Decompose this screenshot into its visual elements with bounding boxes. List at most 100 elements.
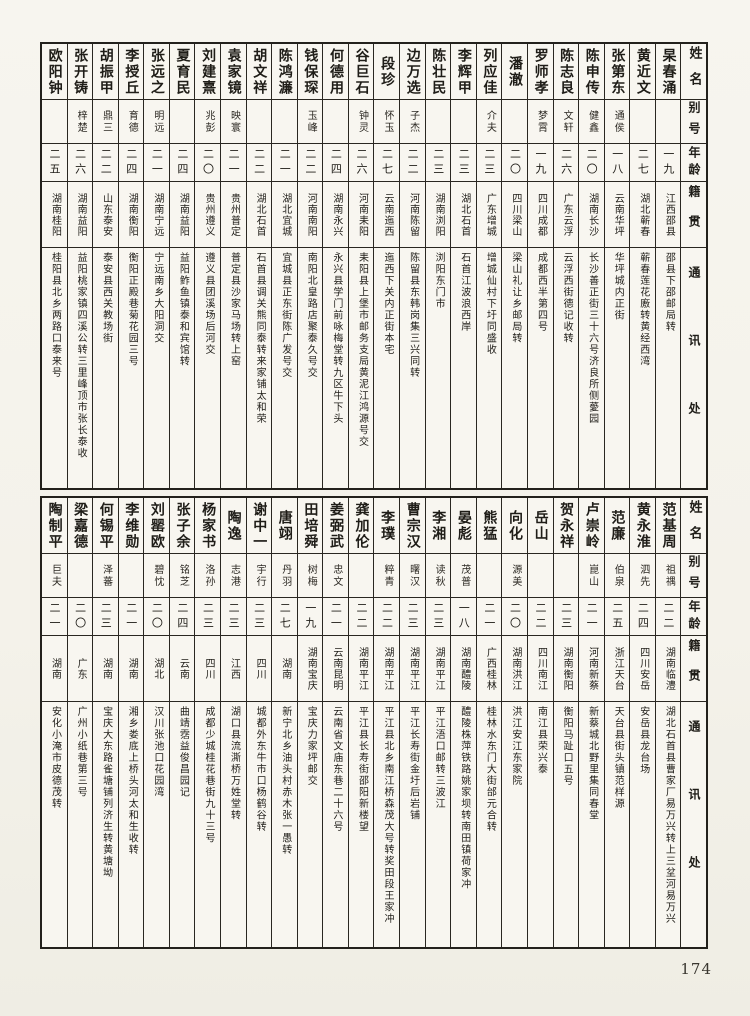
header-native-place-cell: 籍贯 (681, 182, 706, 248)
native-place-cell-text: 湖南衡阳 (126, 192, 138, 237)
alias-cell (502, 100, 527, 144)
alias-cell: 崑山 (579, 554, 604, 598)
entry-column: 胡文祥 二二 湖北石首 石首县调关熊同泰转来家铺太和荣 (245, 44, 272, 488)
alias-cell: 碧忱 (144, 554, 169, 598)
native-place-cell-text: 四川成都 (535, 192, 547, 237)
native-place-cell-text: 湖北蕲春 (637, 192, 649, 237)
age-cell-text: 二五 (48, 147, 62, 178)
address-cell: 迤西下关内正街本宅 (374, 248, 399, 488)
address-cell: 宝庆大东路雀塘铺列济生转黄塘坳 (93, 702, 118, 947)
address-cell: 益阳鲊鱼镇泰和宾馆转 (170, 248, 195, 488)
entry-column: 张远之 明远 二一 湖南宁远 宁远南乡大阳洞交 (143, 44, 169, 488)
alias-cell-text: 源美 (509, 563, 521, 588)
native-place-cell-text: 广西桂林 (484, 646, 496, 691)
native-place-cell-text: 湖南益阳 (177, 192, 189, 237)
alias-cell: 兆彭 (195, 100, 221, 144)
alias-cell (630, 100, 655, 144)
alias-cell: 伯泉 (604, 554, 630, 598)
alias-cell: 通侯 (604, 100, 630, 144)
age-cell-text: 一八 (457, 601, 471, 632)
address-cell-text: 长沙善正街三十六号济良所侧薆园 (586, 252, 598, 425)
entry-column: 唐翊 丹羽 二七 湖南 新宁北乡油头村赤木张一愚转 (271, 498, 297, 947)
name-cell: 陶制平 (41, 498, 67, 554)
address-cell-text: 广州小纸巷第三号 (75, 706, 87, 798)
alias-cell-text: 崑山 (586, 563, 598, 588)
address-cell: 广州小纸巷第三号 (68, 702, 93, 947)
entry-column: 李辉甲 二三 湖北石首 石首江波浪西岸 (450, 44, 476, 488)
age-cell: 二一 (144, 144, 169, 182)
native-place-cell: 四川梁山 (502, 182, 527, 248)
age-cell: 二三 (195, 598, 221, 636)
entry-column: 段珍 怀玉 二七 云南迤西 迤西下关内正街本宅 (373, 44, 400, 488)
age-cell: 二六 (67, 144, 93, 182)
name-cell-text: 张开铸 (72, 47, 89, 96)
age-cell-text: 二三 (201, 601, 215, 632)
name-cell: 钱保琛 (297, 44, 323, 100)
address-cell: 安岳县龙台场 (630, 702, 655, 947)
age-cell: 二五 (41, 144, 67, 182)
entry-column: 范廉 伯泉 二五 浙江天台 天台县街头镇范样源 (603, 498, 630, 947)
native-place-cell: 江西 (221, 636, 246, 702)
native-place-cell-text: 湖南宁远 (151, 192, 163, 237)
alias-cell-text: 粹青 (382, 563, 394, 588)
name-cell-text: 胡文祥 (251, 47, 268, 96)
age-cell-text: 二六 (354, 147, 368, 178)
native-place-cell-text: 四川南江 (535, 646, 547, 691)
entry-column: 陈志良 文轩 二六 广东云浮 云浮西街德记收转 (552, 44, 579, 488)
age-cell-text: 一八 (610, 147, 624, 178)
native-place-cell: 山东泰安 (93, 182, 118, 248)
name-cell-text: 李辉甲 (455, 47, 472, 96)
alias-cell: 钟灵 (348, 100, 374, 144)
name-cell: 李授丘 (118, 44, 144, 100)
address-cell: 永兴县学门前咏梅堂转九区牛下头 (323, 248, 348, 488)
header-native-place-cell: 籍贯 (681, 636, 706, 702)
entry-column: 夏育民 二四 湖南益阳 益阳鲊鱼镇泰和宾馆转 (168, 44, 195, 488)
age-cell: 二五 (604, 598, 630, 636)
native-place-cell: 河南南阳 (297, 182, 323, 248)
alias-cell-text: 志港 (228, 563, 240, 588)
native-place-cell-text: 湖南洪江 (509, 646, 521, 691)
address-cell: 增城仙村下圩同盛收 (477, 248, 502, 488)
name-cell-text: 李授丘 (123, 47, 140, 96)
address-cell-text: 天台县街头镇范样源 (612, 706, 624, 810)
native-place-cell: 河南耒阳 (348, 182, 374, 248)
age-cell-text: 二〇 (508, 601, 522, 632)
name-cell-text: 刘罂欧 (148, 501, 165, 550)
alias-cell: 介夫 (476, 100, 502, 144)
native-place-cell: 湖南洪江 (502, 636, 527, 702)
alias-cell-text: 泽蕃 (100, 563, 112, 588)
name-cell: 刘建熹 (195, 44, 221, 100)
alias-cell: 宇行 (246, 554, 272, 598)
name-cell-text: 唐翊 (276, 509, 293, 542)
native-place-cell: 湖南平江 (425, 636, 451, 702)
age-cell-text: 二二 (303, 147, 317, 178)
native-place-cell: 湖南醴陵 (451, 636, 476, 702)
native-place-cell-text: 江西 (228, 657, 240, 680)
name-cell-text: 贺永祥 (558, 501, 575, 550)
name-cell: 谢中一 (246, 498, 272, 554)
name-cell-text: 黄永淮 (634, 501, 651, 550)
alias-cell-text: 育德 (126, 109, 138, 134)
address-cell-text: 平江县长寿街邵阳新楼望 (356, 706, 368, 833)
address-cell-text: 湘乡娄底上桥头河太和生收转 (126, 706, 138, 856)
address-cell-text: 新蔡城北野里集同春堂 (586, 706, 598, 821)
native-place-cell: 湖南浏阳 (425, 182, 451, 248)
address-cell-text: 宝庆力家坪邮交 (305, 706, 317, 787)
alias-cell-text: 玉峰 (305, 109, 317, 134)
entry-column: 欧阳钟 二五 湖南桂阳 桂阳县北乡两路口泰来号 (41, 44, 67, 488)
alias-cell: 泽蕃 (93, 554, 118, 598)
age-cell: 二〇 (502, 144, 527, 182)
age-cell: 一九 (527, 144, 553, 182)
age-cell-text: 二四 (175, 601, 189, 632)
address-cell: 平江县长寿街邵阳新楼望 (349, 702, 374, 947)
address-cell-text: 洪江安江东家院 (509, 706, 521, 787)
age-cell-text: 二五 (610, 601, 624, 632)
entry-column: 杨家书 洛孙 二三 四川 成都少城桂花巷街九十三号 (194, 498, 221, 947)
name-cell-text: 范基周 (660, 501, 677, 550)
age-cell: 二三 (451, 144, 476, 182)
native-place-cell-text: 江西邵县 (663, 192, 675, 237)
native-place-cell: 湖北蕲春 (630, 182, 655, 248)
alias-cell-text: 读秋 (433, 563, 445, 588)
name-cell: 何德用 (323, 44, 348, 100)
address-cell: 蕲春莲花廒转黄经西湾 (630, 248, 655, 488)
